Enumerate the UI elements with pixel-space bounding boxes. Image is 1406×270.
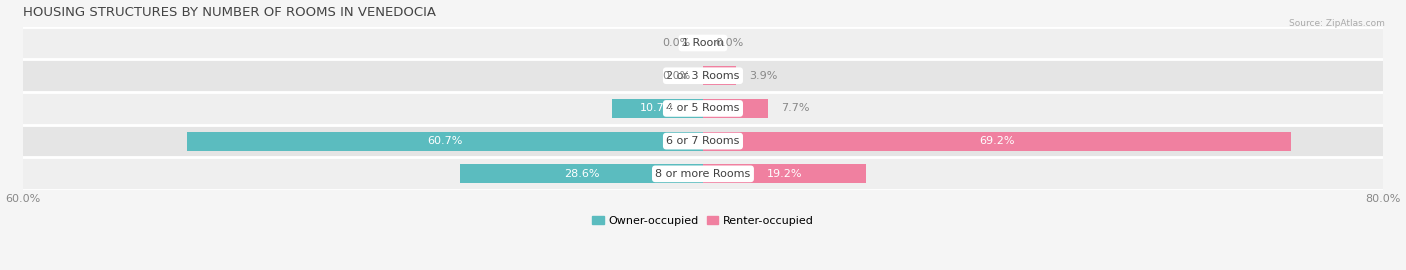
Text: 1 Room: 1 Room (682, 38, 724, 48)
Text: 2 or 3 Rooms: 2 or 3 Rooms (666, 71, 740, 81)
Text: 8 or more Rooms: 8 or more Rooms (655, 169, 751, 179)
Bar (22, 59, 1382, 92)
Bar (22, 125, 1382, 157)
Bar (703, 99, 769, 118)
Text: 6 or 7 Rooms: 6 or 7 Rooms (666, 136, 740, 146)
Text: 7.7%: 7.7% (782, 103, 810, 113)
Text: 19.2%: 19.2% (766, 169, 803, 179)
Text: 10.7%: 10.7% (640, 103, 675, 113)
Text: 4 or 5 Rooms: 4 or 5 Rooms (666, 103, 740, 113)
Bar (22, 92, 1382, 125)
Text: 3.9%: 3.9% (749, 71, 778, 81)
Bar (460, 164, 703, 183)
Bar (22, 157, 1382, 190)
Bar (187, 132, 703, 151)
Text: 0.0%: 0.0% (662, 71, 690, 81)
Text: 69.2%: 69.2% (979, 136, 1015, 146)
Bar (612, 99, 703, 118)
Legend: Owner-occupied, Renter-occupied: Owner-occupied, Renter-occupied (588, 211, 818, 230)
Bar (22, 27, 1382, 59)
Text: 28.6%: 28.6% (564, 169, 599, 179)
Text: 60.7%: 60.7% (427, 136, 463, 146)
Text: Source: ZipAtlas.com: Source: ZipAtlas.com (1289, 19, 1385, 28)
Text: HOUSING STRUCTURES BY NUMBER OF ROOMS IN VENEDOCIA: HOUSING STRUCTURES BY NUMBER OF ROOMS IN… (22, 6, 436, 19)
Bar (703, 132, 1291, 151)
Text: 0.0%: 0.0% (662, 38, 690, 48)
Bar (703, 66, 737, 85)
Text: 0.0%: 0.0% (716, 38, 744, 48)
Bar (703, 164, 866, 183)
